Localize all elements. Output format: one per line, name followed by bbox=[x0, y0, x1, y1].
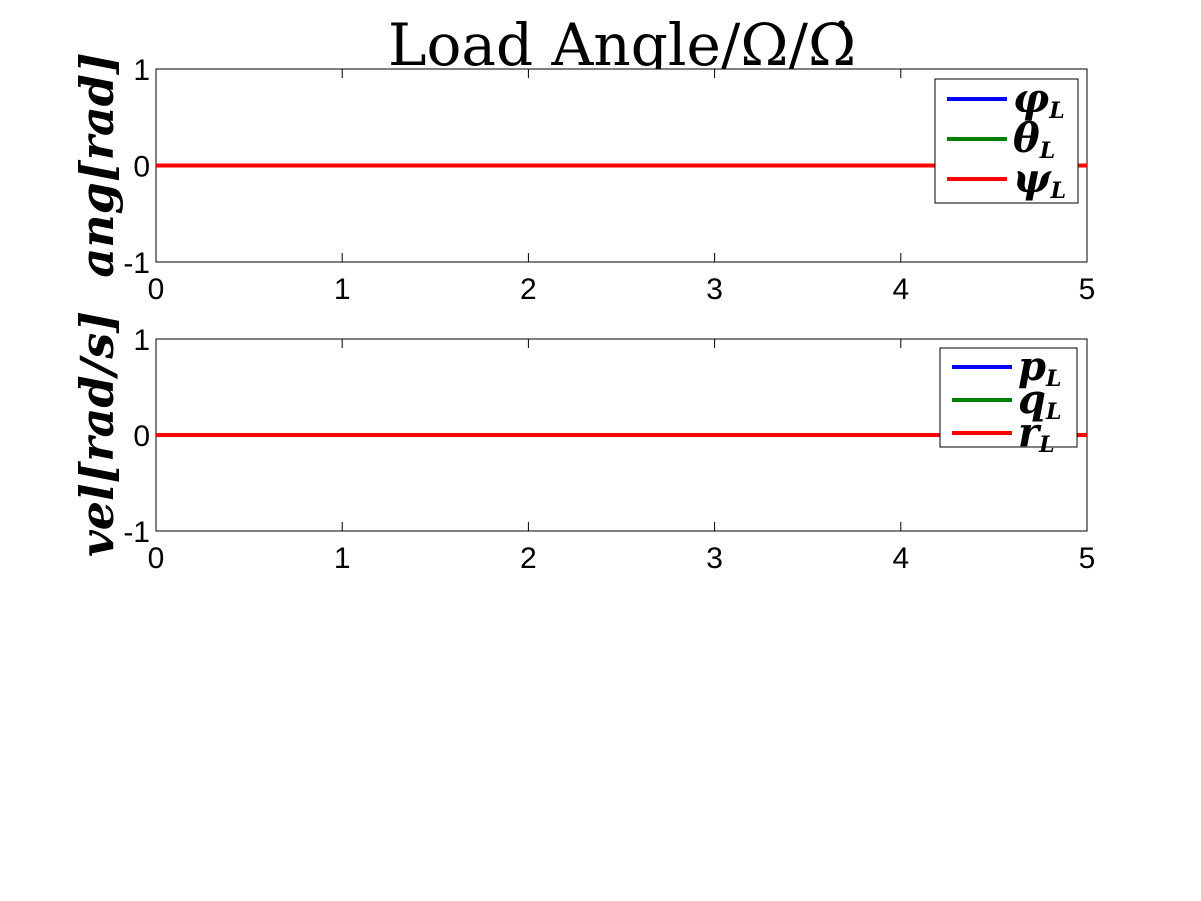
y-tick-label: 0 bbox=[133, 420, 150, 453]
y-tick-label: 1 bbox=[133, 54, 150, 87]
x-tick-label: 4 bbox=[892, 273, 909, 306]
legend-label: pL bbox=[1018, 343, 1061, 392]
x-tick-label: 1 bbox=[334, 273, 351, 306]
legend-label: ψL bbox=[1013, 155, 1066, 204]
legend-label: φL bbox=[1013, 75, 1065, 124]
x-tick-label: 3 bbox=[706, 542, 723, 575]
y-tick-label: 0 bbox=[133, 151, 150, 184]
x-tick-label: 2 bbox=[520, 273, 537, 306]
chart-title: Load Angle/Ω/Ω̇ bbox=[388, 11, 856, 79]
x-tick-label: 0 bbox=[148, 542, 165, 575]
x-tick-label: 2 bbox=[520, 542, 537, 575]
ylabel-velocity: vel[rad/s] bbox=[70, 311, 124, 557]
legend-label: qL bbox=[1018, 376, 1061, 425]
y-tick-label: 1 bbox=[133, 324, 150, 357]
ylabel-angle: ang[rad] bbox=[70, 52, 124, 277]
legend-label: θL bbox=[1013, 115, 1055, 164]
x-tick-label: 4 bbox=[892, 542, 909, 575]
x-tick-label: 3 bbox=[706, 273, 723, 306]
y-tick-label: -1 bbox=[123, 247, 150, 280]
x-tick-label: 5 bbox=[1079, 273, 1096, 306]
x-tick-label: 0 bbox=[148, 273, 165, 306]
legend-box bbox=[939, 347, 1078, 448]
legend-label: rL bbox=[1018, 409, 1055, 458]
y-tick-label: -1 bbox=[123, 516, 150, 549]
x-tick-label: 5 bbox=[1079, 542, 1096, 575]
x-tick-label: 1 bbox=[334, 542, 351, 575]
